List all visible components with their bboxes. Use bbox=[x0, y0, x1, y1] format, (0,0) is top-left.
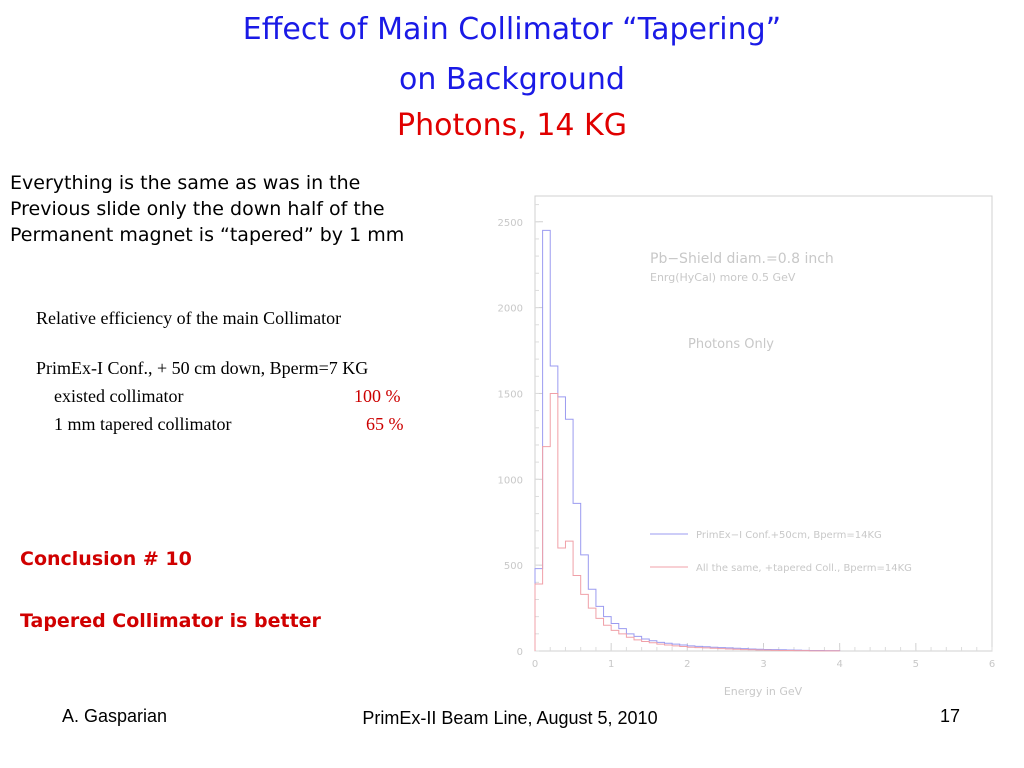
slide-title-line2: on Background bbox=[399, 62, 625, 97]
intro-line: Previous slide only the down half of the bbox=[10, 198, 385, 220]
intro-text: Everything is the same as was in the Pre… bbox=[10, 170, 500, 248]
efficiency-row-label: existed collimator bbox=[54, 386, 184, 406]
histogram-series-1 bbox=[534, 229, 841, 652]
x-tick-label: 3 bbox=[760, 659, 766, 670]
footer-event: PrimEx-II Beam Line, August 5, 2010 bbox=[362, 708, 658, 728]
x-axis-label: Energy in GeV bbox=[724, 685, 803, 698]
annotation-photons-only: Photons Only bbox=[688, 337, 774, 352]
intro-line: Permanent magnet is “tapered” by 1 mm bbox=[10, 224, 405, 246]
x-tick-label: 2 bbox=[684, 659, 690, 670]
intro-line: Everything is the same as was in the bbox=[10, 172, 361, 194]
conclusion-text: Tapered Collimator is better bbox=[20, 610, 321, 632]
legend-label: All the same, +tapered Coll., Bperm=14KG bbox=[696, 563, 912, 574]
x-tick-label: 1 bbox=[608, 659, 614, 670]
legend-label: PrimEx−I Conf.+50cm, Bperm=14KG bbox=[696, 530, 882, 541]
footer-page-number: 17 bbox=[940, 706, 961, 726]
annotation-shield: Pb−Shield diam.=0.8 inch bbox=[650, 251, 834, 267]
y-tick-label: 2000 bbox=[498, 304, 523, 315]
x-tick-label: 4 bbox=[836, 659, 842, 670]
y-tick-label: 500 bbox=[504, 561, 523, 572]
efficiency-row-value: 100 % bbox=[354, 386, 401, 406]
y-tick-label: 1500 bbox=[498, 389, 523, 400]
y-tick-label: 2500 bbox=[498, 218, 523, 229]
efficiency-row-label: 1 mm tapered collimator bbox=[54, 414, 232, 434]
slide-subtitle: Photons, 14 KG bbox=[397, 108, 627, 143]
annotation-energy-cut: Enrg(HyCal) more 0.5 GeV bbox=[650, 271, 796, 284]
conclusion-heading: Conclusion # 10 bbox=[20, 548, 192, 570]
energy-histogram: 0 1 2 3 4 5 6 0 500 1000 1500 2000 2500 PrimEx−I Con… bbox=[498, 195, 995, 698]
efficiency-heading: Relative efficiency of the main Collimat… bbox=[36, 308, 342, 328]
y-tick-label: 1000 bbox=[498, 475, 523, 486]
footer-author: A. Gasparian bbox=[62, 706, 168, 726]
x-tick-label: 0 bbox=[532, 659, 538, 670]
histogram-series-2 bbox=[534, 392, 841, 652]
x-tick-label: 6 bbox=[989, 659, 995, 670]
slide-title-line1: Effect of Main Collimator “Tapering” bbox=[242, 12, 782, 47]
efficiency-config: PrimEx-I Conf., + 50 cm down, Bperm=7 KG bbox=[36, 358, 369, 378]
efficiency-row-value: 65 % bbox=[366, 414, 404, 434]
x-tick-label: 5 bbox=[913, 659, 919, 670]
y-tick-label: 0 bbox=[517, 647, 523, 658]
